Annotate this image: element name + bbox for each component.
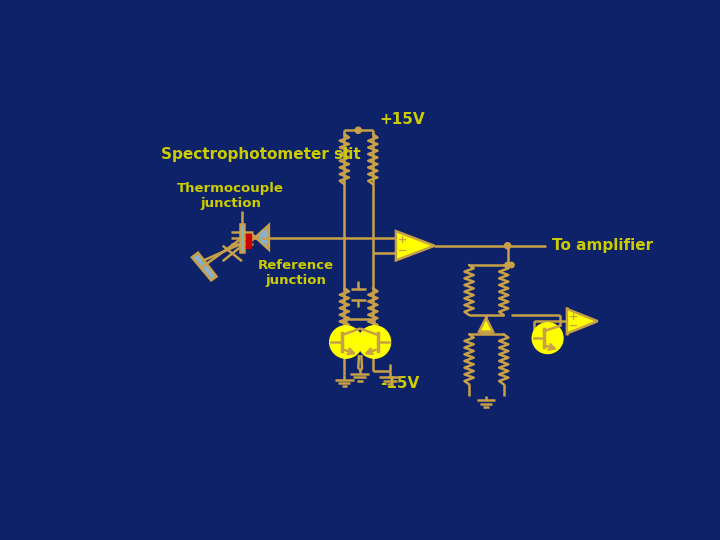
Text: +: + [397,235,407,245]
Text: −: − [568,321,577,330]
Text: Reference
junction: Reference junction [258,259,334,287]
Bar [240,224,244,252]
Circle shape [509,262,514,268]
Circle shape [505,242,510,249]
Text: +15V: +15V [379,112,425,127]
Circle shape [355,127,361,133]
Polygon shape [479,318,493,332]
Text: -15V: -15V [381,376,420,391]
Text: Thermocouple
junction: Thermocouple junction [177,181,284,210]
Text: −: − [397,246,407,256]
Polygon shape [567,309,598,334]
Circle shape [532,323,563,354]
Polygon shape [192,253,217,280]
Circle shape [359,326,390,358]
Bar [246,234,251,248]
Text: To amplifier: To amplifier [552,238,653,253]
Polygon shape [396,231,434,260]
Polygon shape [252,225,269,249]
Circle shape [330,326,362,358]
Text: +: + [568,312,577,322]
Text: Spectrophotometer slit: Spectrophotometer slit [161,147,361,162]
Circle shape [505,262,510,268]
